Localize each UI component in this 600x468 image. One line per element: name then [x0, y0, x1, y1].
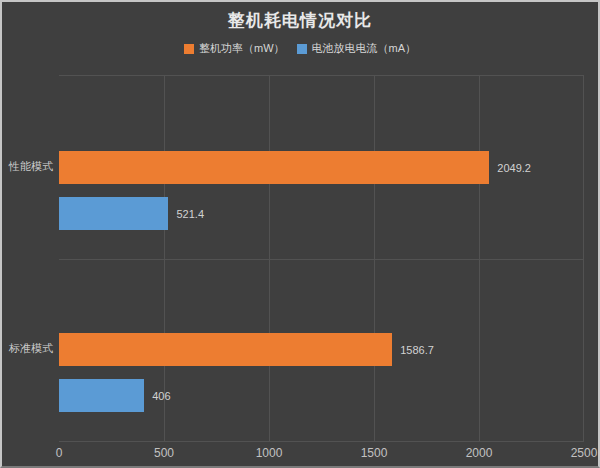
bar-power-performance	[59, 151, 489, 184]
x-tick-1500: 1500	[334, 446, 414, 460]
legend-swatch-current-icon	[297, 44, 307, 54]
bar-line-power-standard: 1586.7	[59, 333, 584, 366]
legend-label-power: 整机功率（mW）	[199, 41, 285, 56]
category-label-standard-mode: 标准模式	[7, 341, 53, 356]
category-row-standard: 1586.7 406	[59, 258, 584, 440]
chart-window: 整机耗电情况对比 整机功率（mW） 电池放电电流（mA） 性能模式 标准模式 2…	[0, 0, 600, 468]
legend-item-current: 电池放电电流（mA）	[297, 41, 417, 56]
category-row-performance: 2049.2 521.4	[59, 76, 584, 258]
category-label-performance-mode: 性能模式	[7, 159, 53, 174]
bar-line-current-standard: 406	[59, 379, 584, 412]
legend-item-power: 整机功率（mW）	[184, 41, 285, 56]
x-tick-1000: 1000	[229, 446, 309, 460]
x-tick-2500: 2500	[544, 446, 600, 460]
legend: 整机功率（mW） 电池放电电流（mA）	[2, 41, 598, 56]
chart-title: 整机耗电情况对比	[2, 9, 598, 32]
x-tick-500: 500	[124, 446, 204, 460]
x-axis: 0 500 1000 1500 2000 2500	[2, 446, 598, 462]
bar-line-current-performance: 521.4	[59, 197, 584, 230]
plot-area: 2049.2 521.4 1586.7 406	[59, 75, 584, 442]
bar-current-standard	[59, 379, 144, 412]
x-tick-0: 0	[19, 446, 99, 460]
value-label-power-performance: 2049.2	[497, 162, 531, 174]
bar-line-power-performance: 2049.2	[59, 151, 584, 184]
value-label-current-performance: 521.4	[176, 208, 204, 220]
legend-swatch-power-icon	[184, 44, 194, 54]
legend-label-current: 电池放电电流（mA）	[312, 41, 417, 56]
bar-current-performance	[59, 197, 168, 230]
bar-power-standard	[59, 333, 392, 366]
value-label-current-standard: 406	[152, 390, 170, 402]
value-label-power-standard: 1586.7	[400, 344, 434, 356]
x-tick-2000: 2000	[439, 446, 519, 460]
